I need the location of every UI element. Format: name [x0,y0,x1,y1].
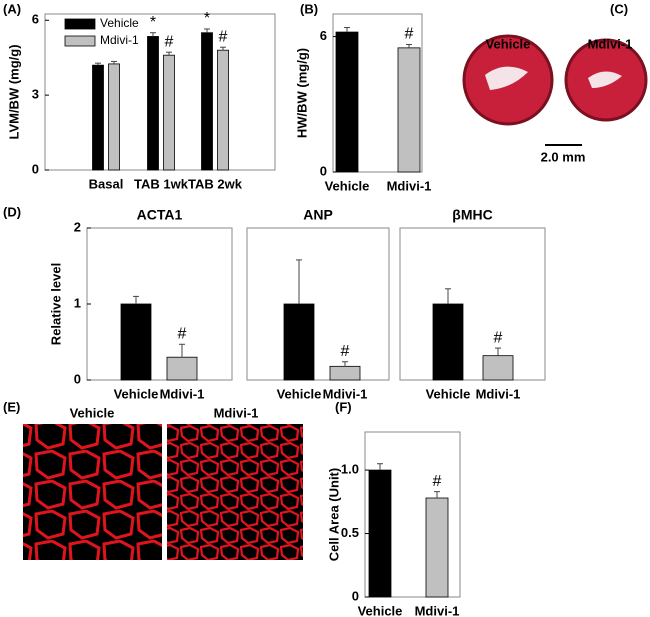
image-label: Mdivi-1 [588,36,633,51]
panel-label: (C) [610,1,628,16]
y-tick-label: 3 [32,87,39,102]
tissue-image [167,424,303,560]
chart-title: ACTA1 [137,207,183,223]
x-tick-label: Mdivi-1 [415,603,460,617]
significance-marker: * [150,14,156,31]
chart-title: ANP [303,207,333,223]
significance-marker: # [341,343,350,360]
bar [335,31,359,173]
y-tick-label: 6 [320,28,327,43]
y-tick-label: 2 [74,219,81,234]
y-axis-label: HW/BW (mg/g) [294,48,309,138]
y-tick-label: 1 [74,295,81,310]
panel-label: (A) [3,1,21,16]
panel-label: (D) [3,204,21,219]
x-tick-label: Basal [89,176,124,191]
significance-marker: # [405,26,414,43]
x-tick-label: TAB 1wk [134,176,189,191]
bar [482,355,514,381]
x-tick-label: Mdivi-1 [323,386,368,401]
x-tick-label: Vehicle [426,386,471,401]
bar [92,64,104,171]
significance-marker: # [165,33,174,50]
image-label: Vehicle [70,405,115,420]
tissue-images: Vehicle Mdivi-1 [23,405,303,560]
ventricle [485,66,528,90]
x-tick-label: TAB 2wk [188,176,243,191]
significance-marker: * [204,10,210,27]
y-axis-label: Relative level [48,263,63,345]
y-tick-label: 1.0 [341,462,359,477]
image-label: Vehicle [486,36,531,51]
legend-swatch [64,18,96,30]
x-tick-label: Mdivi-1 [387,178,432,193]
significance-marker: # [178,325,187,342]
plot-frame [399,227,546,381]
plot-frame [332,13,423,173]
bar [163,54,175,171]
heart-images: Vehicle Mdivi-1 2.0 mm [462,34,648,164]
y-tick-label: 6 [32,12,39,27]
x-tick-label: Mdivi-1 [476,386,521,401]
bar [283,303,315,381]
y-axis-label: LVM/BW (mg/g) [6,44,21,139]
bar [166,356,198,381]
bar [147,36,159,171]
bar [108,63,120,171]
bar [120,303,152,381]
y-tick-label: 0 [352,588,359,603]
panel-label: (F) [335,399,352,414]
plot-frame [364,431,461,598]
panel-label: (E) [3,399,20,414]
x-tick-label: Vehicle [325,178,370,193]
legend-swatch [64,35,96,47]
bar [201,32,213,171]
ventricle [588,71,622,88]
x-tick-label: Vehicle [114,386,159,401]
y-axis-label: Cell Area (Unit) [326,468,341,561]
image-label: Mdivi-1 [214,405,259,420]
legend-label: Vehicle [100,16,139,30]
plot-frame [246,227,390,381]
scale-label: 2.0 mm [541,149,586,164]
tissue-image [23,424,162,560]
bar [329,365,361,381]
significance-marker: # [433,473,442,490]
bar [368,469,392,598]
x-tick-label: Mdivi-1 [160,386,205,401]
plot-frame [44,13,276,171]
x-tick-label: Vehicle [358,603,403,617]
panel-label: (B) [300,1,318,16]
plot-frame [86,227,233,381]
x-tick-label: Vehicle [277,386,322,401]
bar [217,49,229,171]
chart-title: βMHC [452,207,492,223]
bar [425,497,449,598]
significance-marker: # [219,28,228,45]
y-tick-label: 0 [32,161,39,176]
bar [432,303,464,381]
y-tick-label: 0 [74,371,81,386]
y-tick-label: 0 [320,163,327,178]
bar [397,47,421,173]
y-tick-label: 0.5 [341,525,359,540]
legend-label: Mdivi-1 [100,33,139,47]
significance-marker: # [494,329,503,346]
